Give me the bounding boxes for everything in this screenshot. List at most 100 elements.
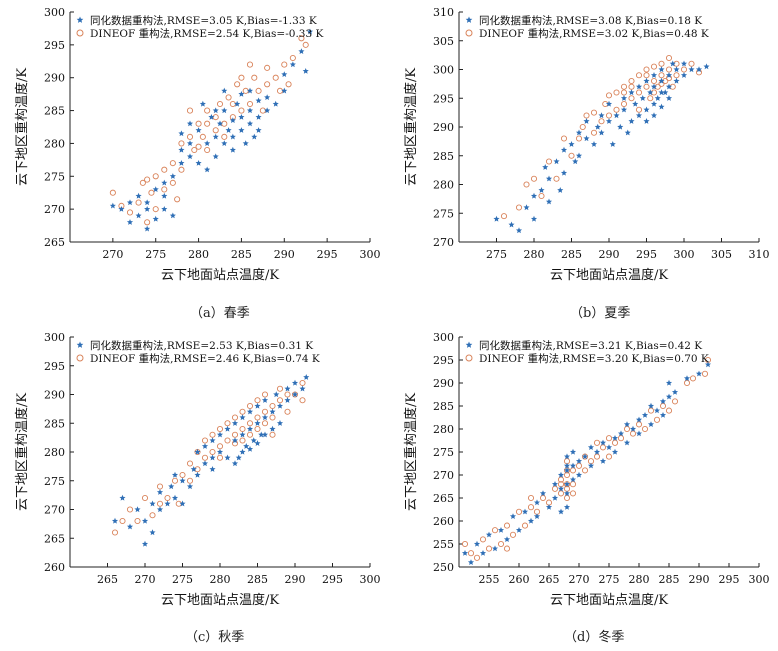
y-tick-label: 295 [44, 360, 65, 373]
y-tick-label: 280 [44, 446, 65, 459]
chart-summer: 275 280 285 290 295 300 305 310 270 275 280 285 290 2… [403, 6, 770, 283]
dineof-point [284, 408, 291, 415]
caption-c: （c）秋季 [185, 630, 245, 645]
assim-point [246, 120, 254, 127]
dineof-point [212, 127, 219, 134]
assim-point [572, 158, 579, 165]
assim-point [665, 379, 673, 386]
assim-point [212, 133, 219, 140]
dineof-point [289, 54, 296, 62]
x-tick-label: 275 [599, 573, 620, 586]
assim-point [135, 192, 142, 199]
assim-point [509, 513, 517, 519]
dineof-point [643, 66, 650, 73]
dineof-point [557, 490, 565, 497]
assim-point [199, 100, 206, 107]
legend-circle-marker [76, 354, 84, 362]
dineof-point [254, 425, 261, 433]
x-tick-label: 275 [486, 248, 507, 261]
assim-point [688, 66, 695, 73]
legend-dineof: DINEOF 重构法,RMSE=2.46 K,Bias=0.74 K [90, 352, 320, 365]
y-tick-label: 300 [433, 64, 454, 77]
dineof-point [650, 77, 658, 85]
assim-point [704, 361, 712, 368]
dineof-point [204, 146, 211, 154]
y-tick-label: 260 [433, 515, 454, 528]
assim-point [261, 414, 269, 421]
assim-point [598, 112, 605, 119]
dineof-point [635, 72, 643, 79]
assim-point [246, 425, 254, 432]
dineof-point [503, 522, 511, 529]
dineof-point [276, 87, 284, 94]
dineof-point [635, 89, 643, 96]
assim-point [291, 379, 299, 386]
dineof-point [473, 554, 481, 561]
dineof-point [224, 437, 231, 444]
y-tick-label: 265 [433, 492, 454, 505]
assim-point [272, 100, 279, 107]
dineof-point [134, 517, 141, 525]
dineof-point [261, 391, 269, 398]
assim-point [635, 112, 643, 119]
assim-point [209, 466, 216, 472]
legend-circle-marker [465, 354, 473, 362]
dineof-point [276, 397, 284, 404]
dineof-point [598, 118, 605, 125]
assim-point [583, 135, 590, 142]
assim-point [178, 146, 185, 153]
dineof-point [225, 94, 232, 101]
x-tick-label: 290 [274, 248, 295, 261]
dineof-point [590, 109, 598, 116]
dineof-point [255, 87, 262, 94]
dineof-point [497, 540, 505, 548]
dineof-point [186, 133, 194, 140]
assim-point [617, 123, 624, 130]
y-tick-label: 270 [433, 469, 454, 482]
dineof-point [628, 83, 635, 90]
dineof-point [302, 41, 309, 48]
assim-point [243, 443, 250, 449]
assim-point [225, 127, 232, 133]
y-tick-label: 295 [433, 92, 454, 105]
dineof-point [284, 391, 291, 398]
assim-point [641, 412, 649, 418]
assim-point [673, 77, 680, 84]
assim-point [479, 550, 487, 556]
assim-point [126, 199, 134, 206]
panel-c: 265 270 275 280 285 290 295 300 260 265 270 275 280 2… [0, 325, 389, 651]
assim-point [485, 531, 493, 538]
assim-point [545, 504, 553, 510]
x-tick-label: 290 [285, 573, 306, 586]
y-axis-label: 云下地区重构温度/K [403, 393, 419, 511]
assim-point [605, 118, 613, 124]
y-tick-label: 290 [433, 121, 454, 134]
dineof-point [613, 89, 620, 96]
dineof-point [647, 407, 655, 414]
assim-point [605, 444, 613, 450]
dineof-point [234, 81, 241, 88]
assim-point [643, 118, 650, 124]
dineof-point [701, 370, 709, 377]
assim-point [659, 398, 667, 404]
dineof-point [148, 189, 155, 196]
dineof-point [281, 61, 288, 68]
assim-point [530, 192, 538, 199]
dineof-point [673, 60, 680, 67]
dineof-point [269, 431, 276, 438]
assim-point [209, 454, 216, 461]
x-tick-label: 280 [210, 573, 231, 586]
assim-point [238, 90, 245, 97]
assim-point [650, 72, 658, 78]
assim-point [258, 431, 265, 438]
caption-d: （d）冬季 [564, 630, 625, 645]
assim-point [557, 485, 565, 492]
dineof-point [628, 77, 635, 85]
dineof-point [238, 74, 245, 81]
assim-point [545, 198, 553, 205]
dineof-point [264, 64, 271, 71]
dineof-point [174, 196, 181, 203]
assim-point [654, 95, 661, 101]
y-tick-label: 290 [433, 377, 454, 390]
y-tick-label: 280 [433, 423, 454, 436]
